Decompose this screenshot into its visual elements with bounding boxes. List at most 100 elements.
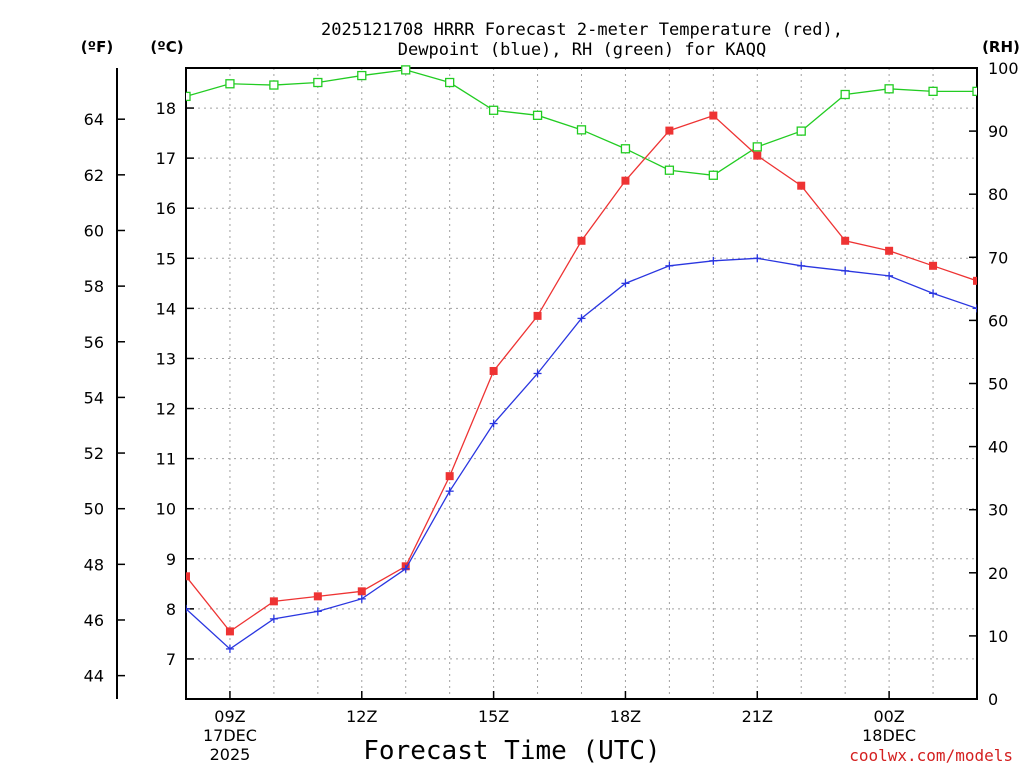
rh-point [928, 86, 938, 96]
dewpoint-point [533, 369, 542, 378]
axes [116, 67, 978, 700]
dewpoint-point [753, 254, 762, 263]
chart-title-line1: 2025121708 HRRR Forecast 2-meter Tempera… [321, 20, 843, 40]
celsius-tick-label: 10 [156, 500, 176, 519]
x-tick-label: 21Z [742, 707, 773, 726]
temperature-point [313, 592, 322, 601]
temperature-point [973, 276, 977, 285]
dewpoint-point [973, 304, 977, 313]
rh-tick-label: 30 [988, 501, 1008, 520]
rh-point [840, 89, 850, 100]
dewpoint-point [401, 564, 410, 573]
fahrenheit-tick-label: 58 [84, 277, 104, 296]
temperature-point [797, 181, 806, 190]
rh-tick-label: 60 [988, 311, 1008, 330]
rh-tick-label: 50 [988, 375, 1008, 394]
x-tick-date-label: 17DEC [203, 726, 257, 745]
fahrenheit-tick-label: 44 [84, 667, 104, 686]
dewpoint-point [313, 607, 322, 616]
fahrenheit-tick-label: 48 [84, 555, 104, 574]
temperature-point [885, 246, 894, 255]
dewpoint-point [929, 289, 938, 298]
temperature-point [577, 236, 586, 245]
rh-point [576, 125, 587, 135]
celsius-tick-label: 9 [166, 550, 176, 569]
temperature-point [489, 366, 498, 375]
celsius-tick-label: 14 [156, 299, 176, 318]
grid-lines [186, 68, 977, 699]
celsius-tick-label: 13 [156, 349, 176, 368]
series-group [186, 65, 977, 653]
tick-labels: 7 8 9 10 11 12 13 14 15 16 17 18 44 46 48 50 52 54 56 58 60 6… [84, 59, 1019, 764]
x-tick-label: 15Z [478, 707, 509, 726]
rh-point [972, 86, 977, 96]
rh-point [269, 80, 279, 90]
fahrenheit-axis-label: (ºF) [81, 38, 113, 56]
dewpoint-point [841, 266, 850, 275]
rh-tick-label: 80 [988, 185, 1008, 204]
temperature-point [841, 236, 850, 245]
rh-tick-label: 0 [988, 690, 998, 709]
fahrenheit-tick-label: 46 [84, 611, 104, 630]
temperature-point [445, 472, 454, 481]
rh-axis-label: (RH) [982, 38, 1020, 56]
temperature-point [186, 572, 190, 581]
temperature-point [753, 151, 762, 160]
fahrenheit-tick-label: 62 [84, 166, 104, 185]
plot-frame [185, 67, 978, 700]
rh-point [357, 70, 367, 81]
celsius-tick-label: 17 [156, 149, 176, 168]
dewpoint-point [577, 314, 586, 323]
x-tick-year-label: 2025 [210, 745, 251, 764]
x-tick-label: 12Z [346, 707, 377, 726]
rh-tick-label: 70 [988, 248, 1008, 267]
dewpoint-point [709, 256, 718, 265]
credit-link[interactable]: coolwx.com/models [849, 746, 1013, 765]
rh-point [708, 170, 718, 180]
temperature-point [533, 311, 542, 320]
fahrenheit-tick-label: 56 [84, 333, 104, 352]
rh-point [532, 110, 543, 120]
rh-point [752, 142, 762, 152]
dewpoint-point [621, 279, 630, 288]
rh-tick-label: 40 [988, 438, 1008, 457]
rh-point [225, 79, 235, 89]
fahrenheit-tick-label: 64 [84, 110, 104, 129]
rh-point [664, 165, 675, 175]
rh-point [884, 84, 894, 94]
rh-tick-label: 100 [988, 59, 1019, 78]
rh-point [445, 77, 455, 88]
rh-tick-label: 90 [988, 122, 1008, 141]
rh-point [313, 77, 323, 88]
dewpoint-point [665, 261, 674, 270]
x-tick-label: 18Z [610, 707, 641, 726]
celsius-tick-label: 11 [156, 450, 176, 469]
dewpoint-point [225, 644, 234, 653]
temperature-point [269, 597, 278, 606]
temperature-point [665, 126, 674, 135]
dewpoint-point [357, 594, 366, 603]
x-tick-label: 00Z [873, 707, 904, 726]
celsius-axis-label: (ºC) [150, 38, 183, 56]
celsius-tick-label: 7 [166, 650, 176, 669]
rh-tick-label: 20 [988, 564, 1008, 583]
celsius-tick-label: 12 [156, 400, 176, 419]
dewpoint-point [269, 614, 278, 623]
temperature-point [929, 261, 938, 270]
rh-point [186, 91, 191, 102]
x-tick-date-label: 18DEC [862, 726, 916, 745]
rh-point [796, 126, 806, 136]
celsius-tick-label: 8 [166, 600, 176, 619]
temperature-point [709, 111, 718, 120]
dewpoint-point [489, 419, 498, 428]
temperature-point [621, 176, 630, 185]
dewpoint-point [885, 271, 894, 280]
temperature-point [225, 627, 234, 636]
dewpoint-point [797, 261, 806, 270]
dewpoint-point [445, 487, 454, 496]
rh-point [620, 144, 631, 154]
fahrenheit-tick-label: 60 [84, 221, 104, 240]
data-series [186, 65, 977, 653]
fahrenheit-tick-label: 54 [84, 388, 104, 407]
dewpoint-point [186, 604, 190, 613]
